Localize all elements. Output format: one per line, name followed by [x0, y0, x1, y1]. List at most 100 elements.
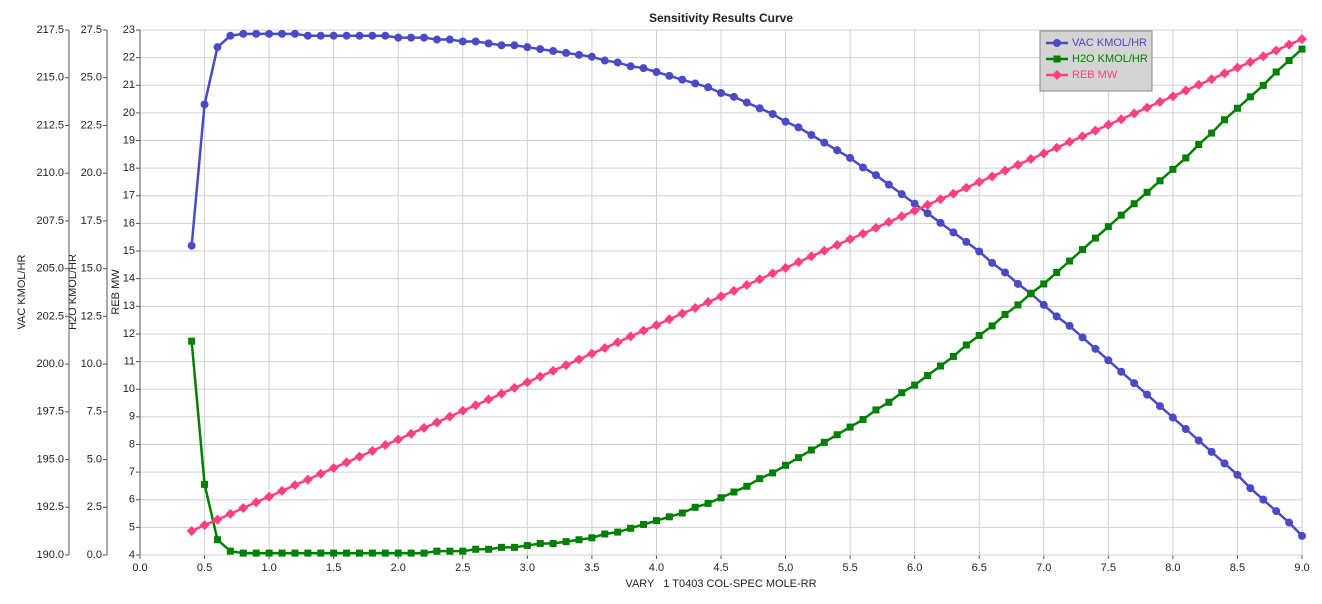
marker [1155, 402, 1164, 411]
marker [717, 89, 725, 97]
marker [290, 29, 299, 38]
marker [898, 389, 906, 397]
marker [1117, 367, 1126, 376]
marker [833, 146, 842, 155]
marker [728, 285, 739, 296]
y-tick-label: 205.0 [36, 263, 64, 275]
marker [1091, 344, 1100, 353]
y3-tick-label: 5 [129, 521, 135, 533]
marker [651, 320, 662, 331]
marker [394, 33, 403, 42]
marker [1233, 104, 1241, 112]
marker [1117, 211, 1125, 219]
marker [1284, 39, 1295, 50]
marker [1079, 246, 1087, 254]
series [186, 34, 1307, 536]
marker [1272, 68, 1280, 76]
marker [1233, 470, 1242, 479]
marker [213, 43, 222, 52]
marker [407, 549, 415, 557]
marker [497, 41, 506, 50]
y3-tick-label: 6 [129, 494, 135, 506]
marker [1259, 495, 1268, 504]
marker [562, 538, 570, 546]
marker [330, 549, 338, 557]
y2-axis-label: H2O KMOL/HR [67, 254, 79, 330]
x-tick-label: 5.0 [778, 562, 793, 574]
marker [1258, 51, 1269, 62]
marker [781, 117, 790, 126]
marker [316, 31, 325, 40]
marker [328, 462, 339, 473]
x-tick-label: 6.5 [972, 562, 987, 574]
marker [1220, 459, 1229, 468]
marker [1219, 68, 1230, 79]
marker [819, 245, 830, 256]
y3-tick-label: 17 [123, 190, 135, 202]
marker [626, 62, 635, 71]
marker [588, 534, 596, 542]
marker [612, 337, 623, 348]
marker [729, 92, 738, 101]
marker [575, 536, 583, 544]
marker [187, 241, 196, 250]
marker [1103, 119, 1114, 130]
legend-label: H2O KMOL/HR [1072, 53, 1148, 65]
marker [431, 417, 442, 428]
marker [329, 31, 338, 40]
marker [1193, 79, 1204, 90]
y3-tick-label: 22 [123, 52, 135, 64]
x-tick-label: 3.5 [584, 562, 599, 574]
y3-tick-label: 20 [123, 107, 135, 119]
marker [742, 98, 751, 107]
y-tick-label: 195.0 [36, 453, 64, 465]
marker [1208, 129, 1216, 137]
marker [859, 163, 868, 172]
y3-tick-label: 11 [124, 355, 135, 367]
marker [381, 549, 389, 557]
y-tick-label: 197.5 [36, 406, 64, 418]
x-tick-label: 1.0 [261, 562, 276, 574]
marker [289, 480, 300, 491]
marker [239, 549, 247, 557]
marker [523, 541, 531, 549]
marker [265, 549, 273, 557]
marker [510, 543, 518, 551]
marker [213, 536, 221, 544]
series [188, 45, 1306, 557]
marker [870, 222, 881, 233]
marker [317, 549, 325, 557]
marker [498, 543, 506, 551]
marker [1143, 188, 1151, 196]
marker [1142, 102, 1153, 113]
marker [304, 549, 312, 557]
marker [573, 354, 584, 365]
marker [832, 239, 843, 250]
marker [1104, 356, 1113, 365]
y-axis-label: VAC KMOL/HR [16, 254, 28, 329]
marker [613, 58, 622, 67]
marker [922, 199, 933, 210]
marker [444, 411, 455, 422]
marker [1013, 279, 1022, 288]
marker [665, 71, 674, 80]
marker [1065, 321, 1074, 330]
marker [1298, 531, 1306, 540]
marker [988, 322, 996, 330]
marker [717, 494, 725, 502]
marker [381, 31, 390, 40]
marker [923, 209, 932, 218]
marker [252, 29, 261, 38]
marker [1039, 300, 1048, 309]
marker [897, 190, 906, 199]
marker [639, 64, 648, 73]
y-tick-label: 217.5 [36, 24, 64, 36]
marker [406, 428, 417, 439]
marker [536, 45, 545, 54]
marker [188, 337, 196, 345]
marker [1297, 34, 1307, 45]
legend-label: VAC KMOL/HR [1072, 37, 1147, 49]
marker [265, 29, 274, 38]
marker [806, 251, 817, 262]
x-tick-label: 2.0 [391, 562, 406, 574]
